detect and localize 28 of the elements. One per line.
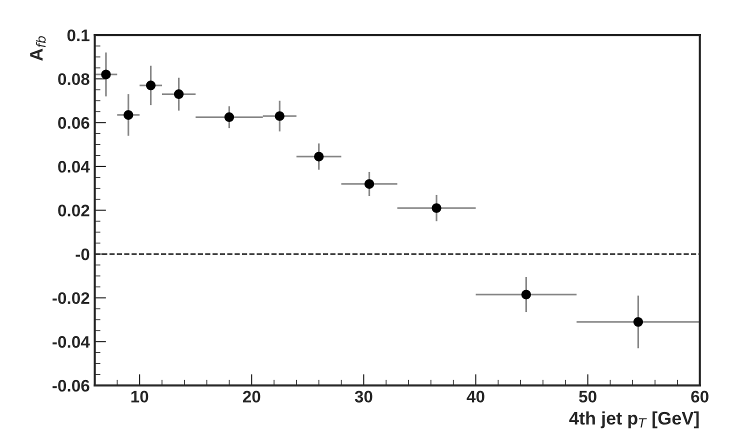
y-axis-title: A$_{fb}$ [30, 36, 46, 61]
point [124, 110, 134, 120]
point [174, 89, 184, 100]
point [633, 317, 644, 327]
point [314, 152, 324, 162]
y-tick-label: -0 [76, 248, 90, 260]
y-tick-label: -0.06 [52, 380, 90, 392]
y-tick-label: 0.06 [58, 117, 90, 129]
y-tick-label: 0.04 [58, 160, 90, 173]
y-tick-label: 0.02 [58, 204, 90, 216]
x-tick-label: 20 [242, 390, 260, 403]
point [432, 203, 442, 213]
point [101, 70, 111, 80]
x-tick-label: 50 [579, 390, 596, 403]
x-axis-title: 4th jet p$_{T}$ [GeV] [569, 411, 699, 428]
x-tick-label: 10 [131, 390, 148, 403]
y-tick-label: -0.02 [52, 292, 90, 304]
y-tick-label: 0.08 [58, 73, 90, 86]
x-tick-label: 30 [354, 390, 372, 403]
point [274, 111, 285, 121]
point [364, 179, 374, 189]
x-tick-label: 40 [466, 390, 484, 403]
y-tick-label: -0.04 [52, 336, 90, 348]
y-tick-label: 0.1 [67, 29, 90, 42]
point [521, 290, 532, 300]
point [146, 80, 156, 90]
x-tick-label: 60 [691, 390, 708, 403]
point [224, 112, 234, 122]
